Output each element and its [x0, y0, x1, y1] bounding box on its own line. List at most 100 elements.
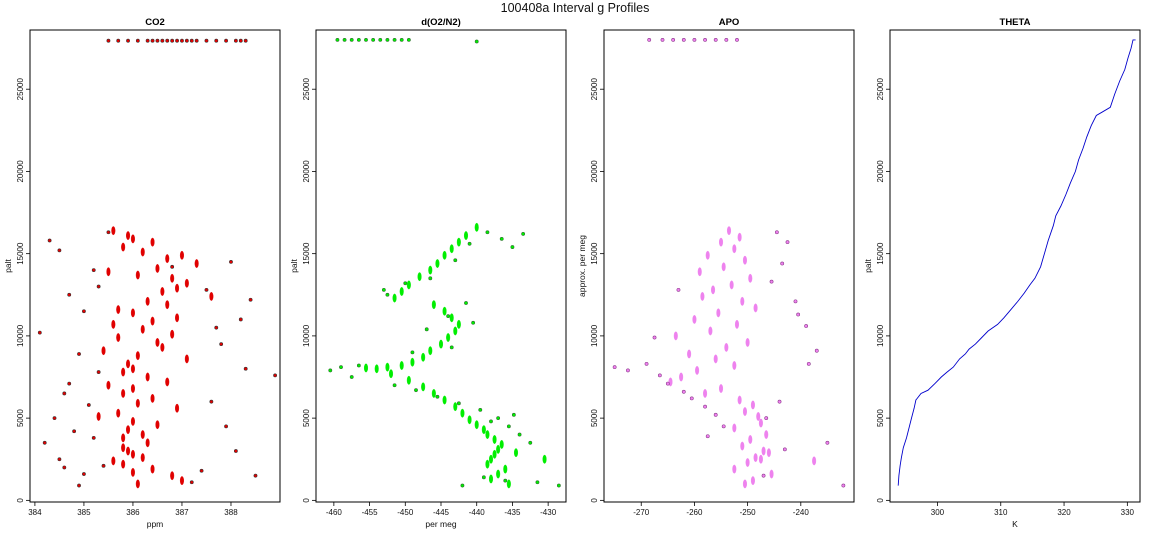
chart-2-data-point [392, 293, 397, 303]
chart-1-data-point [91, 435, 96, 440]
chart-2-data-point [435, 394, 440, 399]
chart-2-frame [315, 29, 567, 503]
chart-1-data-point [184, 38, 189, 43]
chart-4-y-tick-label: 10000 [876, 324, 885, 347]
chart-1-data-point [111, 456, 116, 466]
chart-3-data-point [713, 37, 718, 42]
chart-2-data-point [342, 37, 347, 42]
chart-2-data-point [542, 454, 547, 464]
chart-3-y-tick-label: 5000 [590, 409, 599, 427]
chart-2-data-point [356, 363, 361, 368]
chart-1-data-point [179, 250, 184, 260]
chart-1-data-point [194, 259, 199, 268]
chart-1-data-point [243, 366, 248, 371]
chart-2-data-point [335, 37, 340, 42]
chart-2-data-point [349, 37, 354, 42]
chart-3-data-point [812, 456, 817, 466]
chart-2-data-point [439, 339, 444, 349]
chart-1-data-point [160, 343, 165, 352]
chart-3-data-point [687, 349, 692, 359]
chart-3-data-point [750, 400, 755, 410]
chart-1-data-point [57, 457, 62, 462]
chart-3-y-tick-label: 20000 [590, 160, 599, 183]
chart-1-data-point [229, 259, 233, 264]
chart-2-y-tick-label: 15000 [302, 242, 311, 265]
chart-2-data-point [499, 236, 504, 241]
chart-2-data-point [446, 314, 451, 319]
chart-2-y-tick-label: 10000 [302, 324, 311, 347]
chart-1-data-point [106, 38, 111, 43]
chart-1-data-point [204, 287, 209, 292]
chart-2-data-point [406, 37, 411, 42]
chart-1-data-point [126, 38, 130, 43]
chart-3-data-point [676, 287, 681, 292]
chart-1-data-point [155, 420, 160, 430]
chart-3-frame [603, 29, 855, 503]
chart-2-data-point [424, 327, 429, 332]
chart-1-data-point [253, 473, 258, 478]
chart-1-data-point [150, 38, 155, 43]
chart-2-data-point [385, 362, 390, 372]
chart-2-x-tick-label: -440 [469, 508, 486, 517]
chart-2-data-point [511, 412, 516, 417]
chart-3-data-point [721, 424, 726, 429]
chart-2-data-point [339, 365, 343, 370]
chart-1-data-point [126, 446, 131, 456]
chart-3-data-point [724, 343, 729, 352]
chart-1-data-point [91, 268, 96, 273]
chart-3-data-point [750, 476, 755, 486]
chart-1-data-point [189, 480, 194, 485]
chart-3-data-point [825, 440, 830, 445]
chart-2-data-point [456, 319, 461, 329]
chart-3-data-point [700, 292, 705, 301]
chart-3-data-point [711, 285, 716, 295]
chart-2-data-point [385, 37, 390, 42]
chart-2-data-point [503, 478, 508, 483]
chart-1-data-point [209, 292, 214, 301]
chart-3-data-point [742, 255, 747, 265]
chart-1-data-point [140, 324, 145, 334]
chart-1-data-point [180, 38, 184, 43]
chart-2-data-point [417, 272, 422, 282]
chart-1-data-point [199, 468, 204, 473]
chart-2-data-point [403, 281, 408, 286]
chart-2-data-point [378, 37, 383, 42]
chart-1-data-point [238, 317, 243, 322]
chart-1-data-point [116, 333, 121, 342]
chart-2-data-point [489, 474, 494, 484]
chart-2-data-point [499, 440, 504, 449]
chart-2-data-point [535, 480, 540, 485]
chart-3-data-point [644, 361, 649, 366]
chart-3-data-point [657, 373, 662, 378]
chart-3-data-point [764, 416, 769, 421]
chart-2-data-point [464, 231, 469, 240]
chart-1-data-point [62, 391, 67, 396]
chart-1-data-point [67, 381, 72, 386]
chart-3-data-point [668, 377, 673, 387]
chart-1-data-point [140, 453, 145, 462]
chart-3-data-point [785, 240, 790, 245]
chart-3-y-tick-label: 25000 [590, 78, 599, 101]
chart-2-data-point [556, 483, 561, 488]
chart-1-data-point [150, 316, 155, 326]
chart-3-data-point [777, 399, 782, 404]
chart-1-data-point [175, 403, 180, 413]
chart-1-y-tick-label: 25000 [16, 78, 25, 101]
chart-1-data-point [145, 372, 150, 382]
chart-3-x-tick-label: -240 [793, 508, 810, 517]
chart-1-data-point [52, 416, 57, 421]
chart-1-data-point [145, 296, 150, 306]
chart-3-data-point [732, 361, 737, 370]
chart-1-data-point [101, 463, 106, 468]
chart-3-data-point [716, 308, 721, 318]
chart-2-data-point [506, 424, 511, 429]
chart-1-data-point [111, 319, 116, 329]
chart-3-data-point [647, 37, 652, 42]
chart-2-data-point [428, 276, 433, 281]
chart-2-data-point [374, 364, 379, 374]
chart-2-panel: d(O2/N2) -460 -455 -450 -445 -440 -435 -430 0 500… [289, 17, 567, 529]
chart-1-data-point [121, 389, 126, 398]
chart-2-data-point [442, 395, 447, 405]
chart-3-data-point [695, 366, 700, 375]
chart-2-x-axis-label: per meg [425, 519, 456, 529]
